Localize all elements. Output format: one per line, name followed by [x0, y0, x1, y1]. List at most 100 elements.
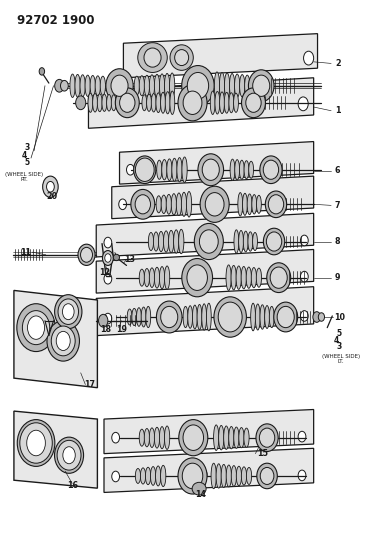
- Ellipse shape: [188, 306, 192, 328]
- Ellipse shape: [194, 223, 223, 260]
- Ellipse shape: [57, 440, 81, 470]
- Ellipse shape: [178, 85, 207, 121]
- Ellipse shape: [244, 161, 249, 179]
- Text: 4: 4: [22, 150, 27, 159]
- Text: 15: 15: [257, 449, 268, 458]
- Ellipse shape: [162, 159, 167, 180]
- Circle shape: [102, 251, 113, 265]
- Ellipse shape: [160, 426, 165, 449]
- Circle shape: [300, 311, 308, 321]
- Ellipse shape: [225, 73, 230, 99]
- Ellipse shape: [267, 232, 282, 251]
- Ellipse shape: [216, 464, 221, 488]
- Ellipse shape: [318, 313, 325, 321]
- Polygon shape: [14, 411, 97, 488]
- Ellipse shape: [80, 75, 85, 96]
- Ellipse shape: [127, 309, 132, 325]
- Ellipse shape: [90, 76, 95, 96]
- Ellipse shape: [249, 70, 274, 102]
- Ellipse shape: [113, 254, 120, 261]
- Ellipse shape: [240, 75, 245, 97]
- Ellipse shape: [252, 195, 257, 214]
- Ellipse shape: [215, 92, 220, 114]
- Ellipse shape: [171, 193, 176, 215]
- Ellipse shape: [249, 161, 254, 178]
- Ellipse shape: [267, 263, 291, 293]
- Ellipse shape: [234, 427, 239, 448]
- Text: 3: 3: [336, 342, 341, 351]
- Text: 7: 7: [335, 201, 341, 210]
- Ellipse shape: [20, 423, 52, 463]
- Ellipse shape: [182, 66, 214, 106]
- Ellipse shape: [177, 158, 182, 182]
- Text: 17: 17: [84, 380, 95, 389]
- Ellipse shape: [149, 268, 154, 287]
- Circle shape: [27, 430, 45, 456]
- Ellipse shape: [47, 321, 80, 361]
- Ellipse shape: [174, 230, 179, 253]
- Ellipse shape: [253, 75, 270, 96]
- Ellipse shape: [231, 265, 236, 290]
- Ellipse shape: [202, 159, 219, 180]
- Ellipse shape: [149, 428, 154, 448]
- Text: 4: 4: [334, 335, 339, 344]
- Text: 5: 5: [25, 158, 30, 167]
- Ellipse shape: [255, 304, 260, 330]
- Text: 3: 3: [24, 142, 30, 151]
- Ellipse shape: [218, 302, 242, 332]
- Circle shape: [300, 235, 308, 246]
- Text: θ: θ: [202, 313, 207, 322]
- Text: RT.: RT.: [20, 177, 28, 182]
- Ellipse shape: [270, 267, 287, 288]
- Ellipse shape: [165, 266, 170, 289]
- Circle shape: [56, 332, 70, 351]
- Ellipse shape: [144, 48, 161, 67]
- Ellipse shape: [211, 463, 216, 489]
- Ellipse shape: [192, 482, 206, 495]
- Circle shape: [300, 271, 308, 282]
- Ellipse shape: [238, 192, 243, 216]
- Ellipse shape: [75, 75, 80, 97]
- Ellipse shape: [202, 304, 207, 330]
- Ellipse shape: [88, 93, 93, 112]
- Ellipse shape: [55, 79, 64, 92]
- Ellipse shape: [154, 75, 160, 97]
- Ellipse shape: [220, 92, 225, 114]
- Ellipse shape: [256, 195, 261, 213]
- Ellipse shape: [144, 429, 149, 447]
- Circle shape: [112, 471, 120, 482]
- Ellipse shape: [54, 295, 82, 329]
- Ellipse shape: [165, 74, 170, 98]
- Polygon shape: [96, 213, 314, 257]
- Text: (WHEEL SIDE): (WHEEL SIDE): [5, 172, 44, 177]
- Ellipse shape: [197, 304, 202, 329]
- Ellipse shape: [229, 426, 234, 449]
- Ellipse shape: [182, 259, 212, 297]
- Ellipse shape: [214, 297, 247, 337]
- Ellipse shape: [169, 73, 175, 99]
- Ellipse shape: [158, 231, 164, 252]
- Circle shape: [47, 181, 54, 192]
- Ellipse shape: [154, 427, 160, 448]
- Circle shape: [298, 97, 308, 111]
- Text: 10: 10: [334, 312, 346, 321]
- Text: θ: θ: [202, 472, 207, 480]
- Ellipse shape: [229, 93, 234, 113]
- Text: 20: 20: [46, 192, 58, 201]
- Text: 5: 5: [336, 329, 341, 337]
- Ellipse shape: [132, 309, 137, 326]
- Ellipse shape: [207, 303, 211, 331]
- Ellipse shape: [156, 301, 182, 333]
- Ellipse shape: [181, 192, 187, 216]
- Ellipse shape: [97, 94, 102, 112]
- Ellipse shape: [160, 266, 165, 289]
- Ellipse shape: [160, 74, 165, 98]
- Ellipse shape: [182, 157, 187, 182]
- Ellipse shape: [149, 75, 154, 96]
- Circle shape: [119, 199, 127, 209]
- Ellipse shape: [145, 467, 151, 484]
- Ellipse shape: [167, 159, 172, 181]
- Ellipse shape: [246, 93, 261, 112]
- Ellipse shape: [263, 228, 285, 255]
- Ellipse shape: [161, 92, 165, 113]
